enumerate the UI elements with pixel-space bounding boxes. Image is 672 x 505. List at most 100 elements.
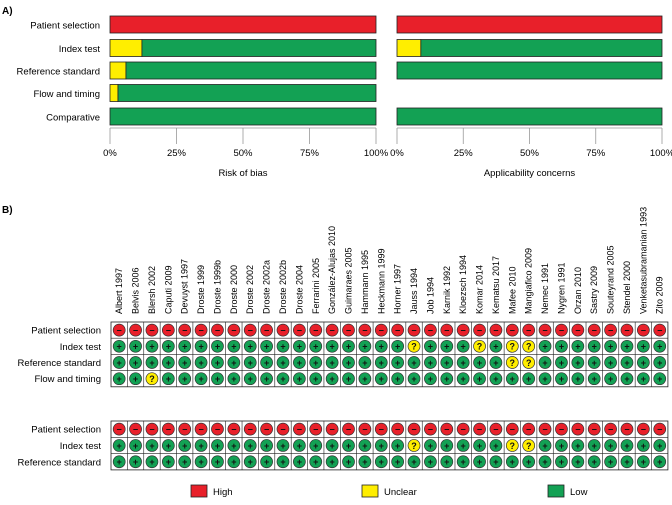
app-cell-high <box>211 422 224 436</box>
app-cell-symbol: + <box>280 457 285 467</box>
risk-cell-low <box>194 339 208 353</box>
app-cell-high <box>505 422 519 436</box>
risk-cell-unclear <box>522 339 536 353</box>
app-cell-high <box>538 422 552 436</box>
study-label-droste-2002: Droste 2002 <box>245 265 255 314</box>
app-cell-symbol: − <box>608 424 613 434</box>
app-cell-low <box>358 439 372 452</box>
study-label-gonz-lez-alujas-2010: González-Alujas 2010 <box>327 226 337 314</box>
app-cell-low <box>440 455 454 469</box>
app-cell-symbol: + <box>395 441 400 451</box>
app-cell-symbol: ? <box>510 441 516 451</box>
app-cell-low <box>522 455 536 469</box>
app-cell-high <box>227 422 241 436</box>
risk-cell-low <box>555 339 568 353</box>
risk-cell-symbol: + <box>559 342 564 352</box>
risk-cell-symbol: + <box>559 358 564 368</box>
risk-cell-symbol: ? <box>510 342 516 352</box>
risk-cell-symbol: + <box>329 358 334 368</box>
app-cell-low <box>227 439 241 452</box>
risk-cell-low <box>178 372 192 386</box>
risk-cell-low <box>636 372 650 386</box>
risk-cell-high <box>473 323 486 337</box>
risk-cell-low <box>145 356 159 369</box>
risk-row-label-patient-selection: Patient selection <box>31 326 101 337</box>
risk-cell-symbol: + <box>657 358 662 368</box>
study-label-ferrarini-2005: Ferrarini 2005 <box>311 258 321 314</box>
panel-a-label: A) <box>2 6 13 17</box>
risk-cell-high <box>571 323 585 337</box>
app-row-label-reference-standard: Reference standard <box>18 457 101 468</box>
risk-cell-symbol: + <box>117 374 122 384</box>
risk-cell-low <box>489 372 503 386</box>
risk-cell-symbol: + <box>215 374 220 384</box>
risk-cell-symbol: + <box>461 342 466 352</box>
risk-cell-symbol: + <box>248 374 253 384</box>
app-cell-symbol: − <box>198 424 203 434</box>
app-tick-label: 75% <box>586 148 606 159</box>
risk-cell-low <box>227 372 241 386</box>
app-cell-symbol: + <box>444 441 449 451</box>
app-cell-low <box>243 455 257 469</box>
app-cell-symbol: + <box>592 441 597 451</box>
risk-cell-symbol: + <box>248 342 253 352</box>
risk-cell-high <box>538 323 552 337</box>
app-bar-index-test-low <box>420 39 663 57</box>
app-cell-low <box>587 455 601 469</box>
app-cell-low <box>424 455 437 469</box>
risk-cell-low <box>571 372 585 386</box>
risk-cell-symbol: − <box>657 325 662 335</box>
app-cell-symbol: + <box>542 457 547 467</box>
app-cell-symbol: + <box>477 457 482 467</box>
app-cell-symbol: + <box>608 441 613 451</box>
risk-cell-high <box>227 323 241 337</box>
risk-cell-low <box>604 339 617 353</box>
risk-bar-index-test-low <box>141 39 377 57</box>
app-cell-low <box>178 439 192 452</box>
app-cell-high <box>424 422 437 436</box>
app-cell-symbol: + <box>215 441 220 451</box>
risk-tick-label: 0% <box>103 148 117 159</box>
risk-cell-unclear <box>505 356 519 369</box>
risk-cell-low <box>112 339 126 353</box>
risk-cell-symbol: + <box>149 358 154 368</box>
risk-cell-low <box>342 372 355 386</box>
risk-cell-low <box>194 356 208 369</box>
risk-cell-symbol: + <box>477 358 482 368</box>
risk-cell-unclear <box>505 339 519 353</box>
risk-axis-title: Risk of bias <box>218 168 267 179</box>
app-cell-high <box>293 422 306 436</box>
app-cell-high <box>129 422 142 436</box>
risk-cell-symbol: + <box>215 358 220 368</box>
risk-cell-unclear <box>473 339 486 353</box>
app-cell-low <box>604 439 617 452</box>
risk-cell-low <box>538 339 552 353</box>
risk-cell-high <box>178 323 192 337</box>
risk-cell-high <box>194 323 208 337</box>
risk-cell-symbol: + <box>575 358 580 368</box>
app-cell-high <box>391 422 404 436</box>
applicability-summary-table: Patient selection Index test Reference sta… <box>18 420 669 471</box>
app-cell-low <box>505 455 519 469</box>
risk-cell-symbol: + <box>297 342 302 352</box>
risk-cell-symbol: + <box>592 358 597 368</box>
risk-cell-low <box>407 356 421 369</box>
app-cell-symbol: − <box>264 424 269 434</box>
app-cell-low <box>112 439 126 452</box>
study-label-droste-2002b: Droste 2002b <box>278 260 288 314</box>
risk-cell-low <box>456 339 470 353</box>
risk-cell-symbol: − <box>215 325 220 335</box>
app-cell-symbol: + <box>395 457 400 467</box>
risk-cell-low <box>358 339 372 353</box>
risk-cell-low <box>178 339 192 353</box>
risk-cell-symbol: + <box>641 342 646 352</box>
risk-cell-low <box>440 372 454 386</box>
app-cell-low <box>587 439 601 452</box>
risk-cell-symbol: + <box>149 342 154 352</box>
risk-cell-symbol: − <box>379 325 384 335</box>
app-tick-label: 50% <box>520 148 540 159</box>
app-cell-low <box>145 439 159 452</box>
risk-cell-symbol: + <box>182 342 187 352</box>
row-label-comparative: Comparative <box>46 113 100 124</box>
